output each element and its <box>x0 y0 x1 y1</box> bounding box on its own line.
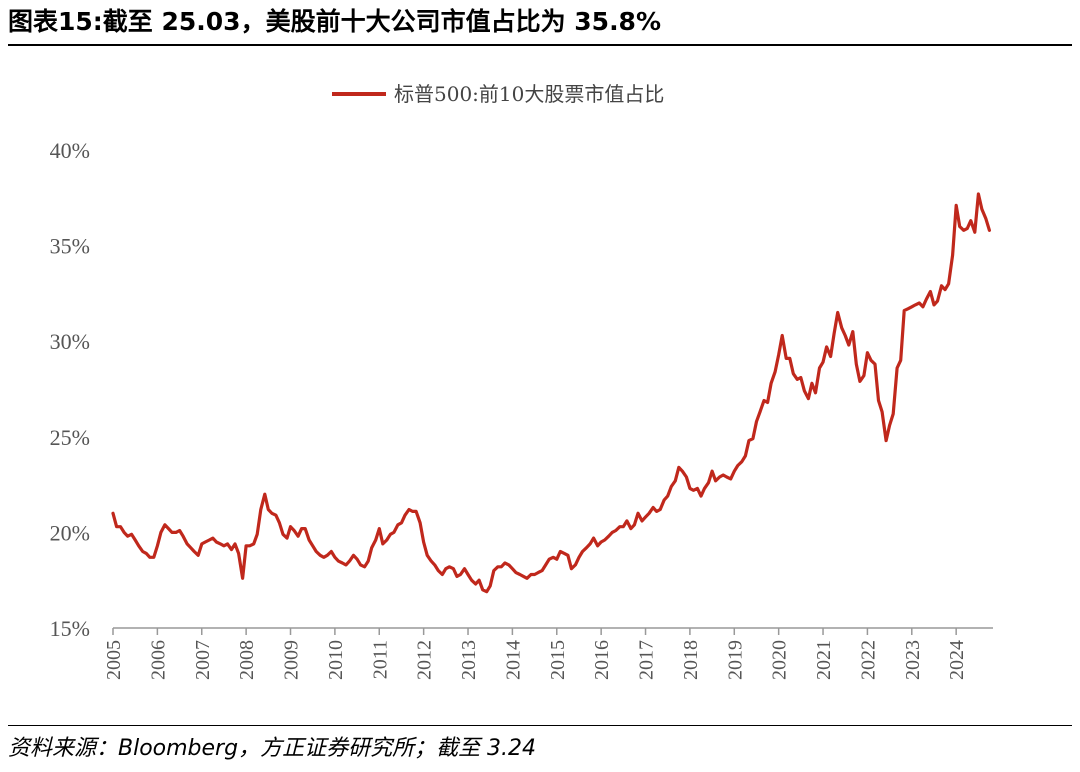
x-tick-label: 2012 <box>414 640 436 680</box>
title-divider <box>8 44 1072 46</box>
x-tick-label: 2022 <box>857 640 879 680</box>
y-tick-label: 30% <box>50 329 90 354</box>
x-tick-label: 2014 <box>502 640 524 680</box>
x-axis: 2005 2006 2007 2008 2009 2010 2011 2012 2013 2014… <box>103 627 993 680</box>
x-tick-label: 2023 <box>902 640 924 680</box>
x-tick-label: 2006 <box>147 640 169 680</box>
y-axis: 15% 20% 25% 30% 35% 40% <box>50 138 90 641</box>
line-chart: 标普500:前10大股票市值占比 15% 20% 25% 30% 35% 40% 2005… <box>50 82 993 680</box>
x-tick-label: 2005 <box>103 640 125 680</box>
legend-label: 标普500:前10大股票市值占比 <box>394 82 664 106</box>
y-tick-label: 15% <box>50 616 90 641</box>
series-line <box>111 192 991 594</box>
x-tick-label: 2011 <box>369 640 391 679</box>
x-tick-label: 2019 <box>724 640 746 680</box>
x-tick-label: 2010 <box>325 640 347 680</box>
y-tick-label: 25% <box>50 425 90 450</box>
source-note: 资料来源：Bloomberg，方正证券研究所；截至 3.24 <box>8 736 537 761</box>
x-tick-label: 2008 <box>236 640 258 680</box>
x-tick-label: 2009 <box>281 640 303 680</box>
chart-title: 图表15:截至 25.03，美股前十大公司市值占比为 35.8% <box>8 7 662 36</box>
x-tick-label: 2021 <box>813 640 835 680</box>
series-group <box>111 192 991 594</box>
legend: 标普500:前10大股票市值占比 <box>332 82 664 106</box>
y-tick-label: 20% <box>50 520 90 545</box>
x-tick-label: 2016 <box>591 640 613 680</box>
x-tick-label: 2007 <box>192 640 214 680</box>
x-tick-label: 2020 <box>769 640 791 680</box>
x-tick-label: 2015 <box>547 640 569 680</box>
x-tick-label: 2024 <box>946 640 968 680</box>
x-tick-label: 2013 <box>458 640 480 680</box>
y-tick-label: 40% <box>50 138 90 163</box>
x-tick-label: 2018 <box>680 640 702 680</box>
footer-divider <box>8 725 1072 726</box>
x-tick-label: 2017 <box>636 640 658 680</box>
y-tick-label: 35% <box>50 234 90 259</box>
